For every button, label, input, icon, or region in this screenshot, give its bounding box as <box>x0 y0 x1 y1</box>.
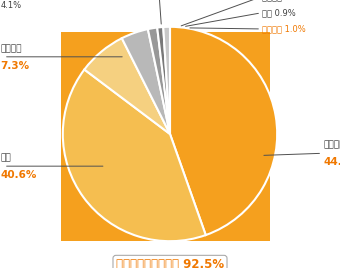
Text: やや不満 1.4%: やや不満 1.4% <box>262 0 306 1</box>
Wedge shape <box>163 27 170 134</box>
Wedge shape <box>84 38 170 134</box>
Text: やや満足: やや満足 <box>1 45 22 54</box>
Text: 大変満足～やや満足 92.5%: 大変満足～やや満足 92.5% <box>116 258 224 268</box>
Text: 4.1%: 4.1% <box>1 1 22 10</box>
Wedge shape <box>122 29 170 134</box>
Wedge shape <box>170 27 277 235</box>
Text: 7.3%: 7.3% <box>1 61 30 72</box>
Text: 40.6%: 40.6% <box>1 170 37 180</box>
Text: 44.5%: 44.5% <box>323 157 340 167</box>
Text: 満足: 満足 <box>1 153 11 162</box>
Text: 大変不満 1.0%: 大変不満 1.0% <box>262 24 306 34</box>
Text: 不満 0.9%: 不満 0.9% <box>262 8 296 17</box>
Wedge shape <box>157 27 170 134</box>
Wedge shape <box>63 69 206 241</box>
Text: 大変満足: 大変満足 <box>323 140 340 149</box>
Wedge shape <box>148 28 170 134</box>
Bar <box>61 32 270 241</box>
